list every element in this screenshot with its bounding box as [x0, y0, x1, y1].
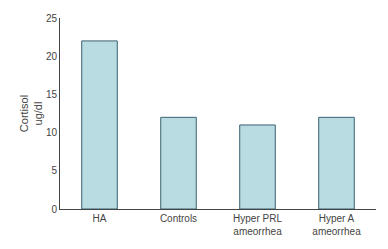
svg-text:25: 25 [46, 13, 58, 24]
svg-text:Cortisolug/dl: Cortisolug/dl [18, 95, 44, 132]
svg-text:Hyper PRLameorrhea: Hyper PRLameorrhea [233, 213, 282, 237]
svg-text:Controls: Controls [160, 213, 197, 224]
svg-text:0: 0 [51, 204, 57, 215]
svg-text:10: 10 [46, 127, 58, 138]
svg-text:20: 20 [46, 51, 58, 62]
svg-text:15: 15 [46, 89, 58, 100]
svg-text:Hyper Aameorrhea: Hyper Aameorrhea [312, 213, 361, 237]
svg-text:5: 5 [51, 165, 57, 176]
svg-text:HA: HA [93, 213, 107, 224]
